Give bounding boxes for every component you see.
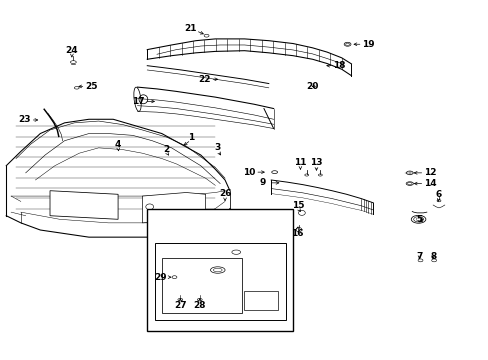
- Text: 16: 16: [290, 229, 303, 238]
- Text: 27: 27: [174, 301, 186, 310]
- Text: 28: 28: [193, 301, 205, 310]
- Polygon shape: [142, 193, 205, 223]
- Bar: [147, 209, 292, 331]
- Text: 7: 7: [415, 252, 422, 261]
- Text: 13: 13: [309, 158, 322, 167]
- Text: 9: 9: [259, 178, 265, 187]
- Text: 25: 25: [85, 82, 98, 91]
- Text: 2: 2: [163, 145, 169, 154]
- Text: 19: 19: [362, 40, 374, 49]
- Text: 11: 11: [294, 158, 306, 167]
- Text: 17: 17: [132, 97, 144, 106]
- Text: 4: 4: [115, 140, 121, 149]
- Text: 29: 29: [154, 273, 167, 282]
- Polygon shape: [50, 191, 118, 219]
- Text: 10: 10: [243, 168, 255, 177]
- Text: 23: 23: [19, 116, 31, 125]
- Text: 15: 15: [291, 201, 304, 210]
- Bar: [162, 257, 242, 313]
- Text: 26: 26: [218, 189, 231, 198]
- Text: 22: 22: [198, 75, 210, 84]
- Text: 6: 6: [435, 190, 441, 199]
- Text: 1: 1: [187, 132, 194, 141]
- Text: 21: 21: [183, 24, 196, 33]
- Text: 5: 5: [416, 215, 422, 224]
- Text: 3: 3: [214, 143, 221, 152]
- Text: 8: 8: [429, 252, 435, 261]
- Bar: [154, 243, 285, 320]
- Text: 18: 18: [332, 61, 345, 70]
- Text: 12: 12: [423, 168, 436, 177]
- Text: 14: 14: [423, 179, 436, 188]
- Bar: [243, 291, 277, 310]
- Text: 24: 24: [65, 46, 78, 55]
- Text: 20: 20: [306, 82, 318, 91]
